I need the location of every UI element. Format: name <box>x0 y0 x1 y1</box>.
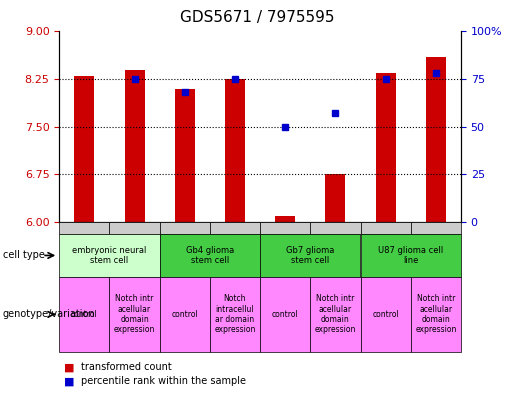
Text: Notch intr
acellular
domain
expression: Notch intr acellular domain expression <box>315 294 356 334</box>
Bar <box>275 216 295 222</box>
Text: Gb4 glioma
stem cell: Gb4 glioma stem cell <box>186 246 234 265</box>
Text: control: control <box>372 310 399 319</box>
Text: Notch
intracellul
ar domain
expression: Notch intracellul ar domain expression <box>214 294 255 334</box>
Bar <box>175 89 195 222</box>
Text: Gb7 glioma
stem cell: Gb7 glioma stem cell <box>286 246 334 265</box>
Text: GDS5671 / 7975595: GDS5671 / 7975595 <box>180 10 335 25</box>
Bar <box>74 76 94 222</box>
Text: ■: ■ <box>64 362 75 373</box>
Text: cell type: cell type <box>3 250 44 261</box>
Text: control: control <box>71 310 98 319</box>
Bar <box>125 70 145 222</box>
Bar <box>225 79 245 222</box>
Text: percentile rank within the sample: percentile rank within the sample <box>81 376 246 386</box>
Text: U87 glioma cell
line: U87 glioma cell line <box>378 246 443 265</box>
Text: Notch intr
acellular
domain
expression: Notch intr acellular domain expression <box>415 294 456 334</box>
Text: control: control <box>272 310 299 319</box>
Bar <box>375 73 396 222</box>
Text: transformed count: transformed count <box>81 362 172 373</box>
Bar <box>325 174 346 222</box>
Bar <box>426 57 446 222</box>
Text: embryonic neural
stem cell: embryonic neural stem cell <box>72 246 147 265</box>
Text: control: control <box>171 310 198 319</box>
Text: genotype/variation: genotype/variation <box>3 309 95 320</box>
Text: ■: ■ <box>64 376 75 386</box>
Text: Notch intr
acellular
domain
expression: Notch intr acellular domain expression <box>114 294 155 334</box>
